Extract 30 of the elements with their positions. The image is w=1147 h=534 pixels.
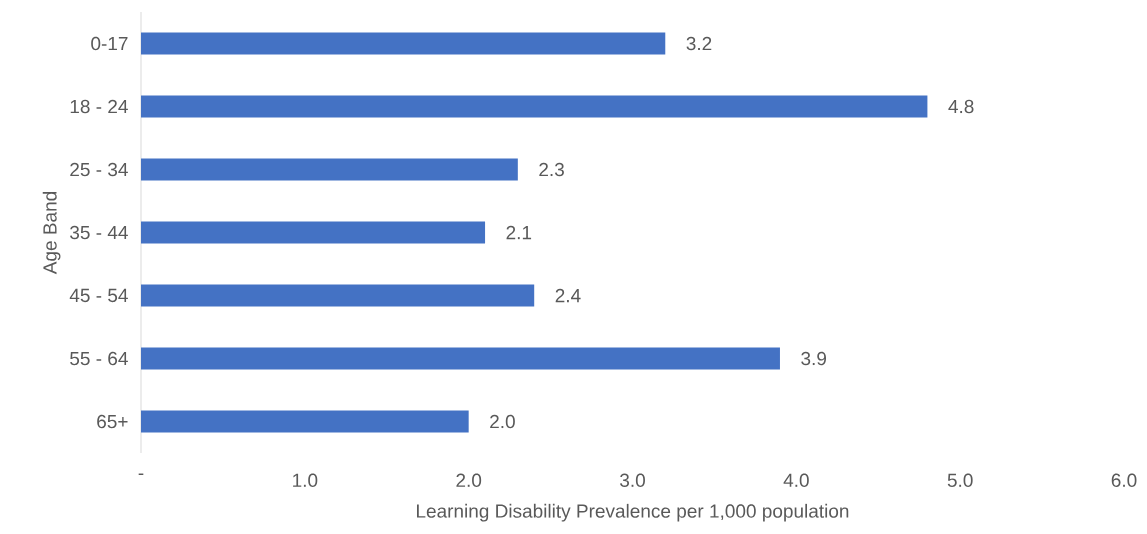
x-tick-label: 5.0 [947, 473, 973, 487]
data-label: 4.8 [948, 99, 974, 114]
x-tick-label: 2.0 [456, 473, 482, 487]
bar [141, 158, 518, 181]
y-tick-label: 45 - 54 [69, 288, 128, 303]
y-tick-label: 35 - 44 [70, 225, 128, 240]
data-label: 3.2 [686, 36, 712, 51]
x-tick-label: - [138, 473, 144, 476]
bar [141, 410, 469, 433]
y-tick-label: 18 - 24 [70, 99, 128, 114]
data-label: 2.3 [539, 162, 564, 177]
bar [141, 221, 486, 244]
x-tick-label: 4.0 [783, 473, 809, 487]
data-label: 2.4 [555, 288, 581, 303]
y-axis-title: Age Band [42, 192, 61, 275]
bar [141, 284, 535, 307]
y-tick-label: 0-17 [91, 36, 128, 51]
y-tick-label: 55 - 64 [70, 351, 128, 366]
y-tick-label: 25 - 34 [70, 162, 128, 177]
x-tick-label: 3.0 [620, 473, 645, 487]
x-tick-label: 6.0 [1111, 473, 1137, 487]
bar [141, 347, 780, 370]
x-tick-label: 1.0 [293, 473, 318, 487]
bar [141, 32, 666, 55]
y-tick-label: 65+ [97, 414, 128, 429]
data-label: 2.0 [490, 414, 515, 429]
x-axis-title: Learning Disability Prevalence per 1,000 population [417, 503, 849, 522]
bar [141, 95, 928, 118]
data-label: 2.1 [506, 225, 532, 240]
data-label: 3.9 [801, 351, 827, 366]
